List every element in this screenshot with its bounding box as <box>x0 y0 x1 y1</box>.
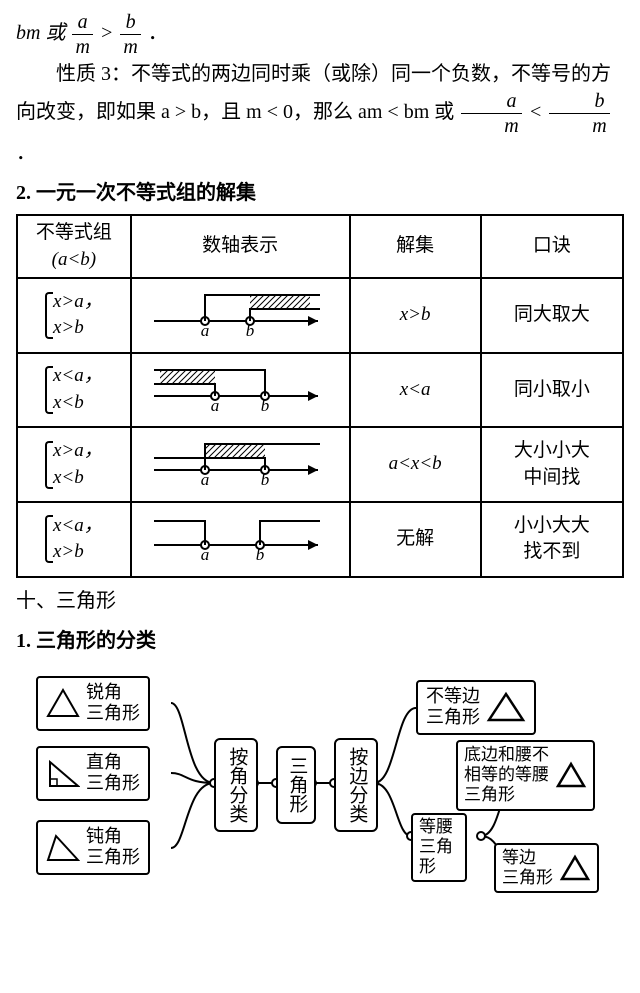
section-10-1-title: 1. 三角形的分类 <box>16 624 624 658</box>
inequality-table: 不等式组 (a<b) 数轴表示 解集 口诀 x>a， x>b a <box>16 214 624 578</box>
node-by-edge: 按边分类 <box>334 738 378 832</box>
svg-text:b: b <box>261 396 270 414</box>
header-solution: 解集 <box>350 215 481 278</box>
svg-text:a: a <box>201 545 210 563</box>
scalene-triangle-icon <box>486 691 526 723</box>
svg-text:a: a <box>201 321 210 339</box>
node-right-triangle: 直角三角形 <box>36 746 150 801</box>
cell-system: x<a， x>b <box>17 502 131 577</box>
cell-axis: a b <box>131 427 350 502</box>
isosceles-triangle-icon <box>555 761 587 789</box>
obtuse-triangle-icon <box>46 832 80 862</box>
frac-b-over-m: b m <box>120 12 140 57</box>
txt: bm 或 <box>16 22 70 44</box>
numberline-icon: a b <box>150 358 330 414</box>
section-10-title: 十、三角形 <box>16 584 624 618</box>
frac-b-over-m-2: b m <box>549 91 609 136</box>
node-isosceles-ne: 底边和腰不 相等的等腰 三角形 <box>456 740 595 811</box>
svg-text:b: b <box>256 545 265 563</box>
header-mnemonic: 口诀 <box>481 215 623 278</box>
cell-system: x>a， x<b <box>17 427 131 502</box>
header-axis: 数轴表示 <box>131 215 350 278</box>
node-obtuse-triangle: 钝角三角形 <box>36 820 150 875</box>
node-acute-triangle: 锐角三角形 <box>36 676 150 731</box>
node-scalene-triangle: 不等边三角形 <box>416 680 536 735</box>
cell-mnemonic: 大小小大 中间找 <box>481 427 623 502</box>
cell-system: x>a， x>b <box>17 278 131 353</box>
cell-mnemonic: 小小大大 找不到 <box>481 502 623 577</box>
triangle-classification-diagram: 按角分类 三角形 按边分类 锐角三角形 直角三角形 钝角三角形 不等边三角形 等… <box>16 668 624 898</box>
right-triangle-icon <box>46 758 80 788</box>
svg-text:a: a <box>201 470 210 488</box>
equilateral-triangle-icon <box>559 854 591 882</box>
frac-a-over-m: a m <box>72 12 92 57</box>
cell-system: x<a， x<b <box>17 353 131 428</box>
node-triangle-center: 三角形 <box>276 746 316 824</box>
cell-mnemonic: 同大取大 <box>481 278 623 353</box>
frac-a-over-m-2: a m <box>461 91 521 136</box>
table-header-row: 不等式组 (a<b) 数轴表示 解集 口诀 <box>17 215 623 278</box>
cell-solution: a<x<b <box>350 427 481 502</box>
numberline-icon: a b <box>150 283 330 339</box>
line-bm-frac: bm 或 a m > b m ． <box>16 12 624 57</box>
svg-text:a: a <box>211 396 220 414</box>
header-system: 不等式组 (a<b) <box>17 215 131 278</box>
cell-solution: x>b <box>350 278 481 353</box>
cell-solution: 无解 <box>350 502 481 577</box>
svg-text:b: b <box>246 321 255 339</box>
acute-triangle-icon <box>46 688 80 718</box>
numberline-icon: a b <box>150 432 330 488</box>
property-3: 性质 3：不等式的两边同时乘（或除）同一个负数，不等号的方向改变，即如果 a >… <box>16 57 624 170</box>
node-equilateral: 等边三角形 <box>494 843 599 894</box>
cell-solution: x<a <box>350 353 481 428</box>
cell-mnemonic: 同小取小 <box>481 353 623 428</box>
table-row: x<a， x>b a b 无解 小小大大 找不到 <box>17 502 623 577</box>
section-2-title: 2. 一元一次不等式组的解集 <box>16 176 624 210</box>
node-by-angle: 按角分类 <box>214 738 258 832</box>
table-row: x>a， x>b a b x>b 同大取大 <box>17 278 623 353</box>
node-isosceles: 等腰三角形 <box>411 813 467 882</box>
cell-axis: a b <box>131 502 350 577</box>
table-row: x>a， x<b a b a<x<b 大小小大 中间找 <box>17 427 623 502</box>
numberline-icon: a b <box>150 507 330 563</box>
cell-axis: a b <box>131 353 350 428</box>
table-row: x<a， x<b a b x<a 同小取小 <box>17 353 623 428</box>
cell-axis: a b <box>131 278 350 353</box>
svg-text:b: b <box>261 470 270 488</box>
